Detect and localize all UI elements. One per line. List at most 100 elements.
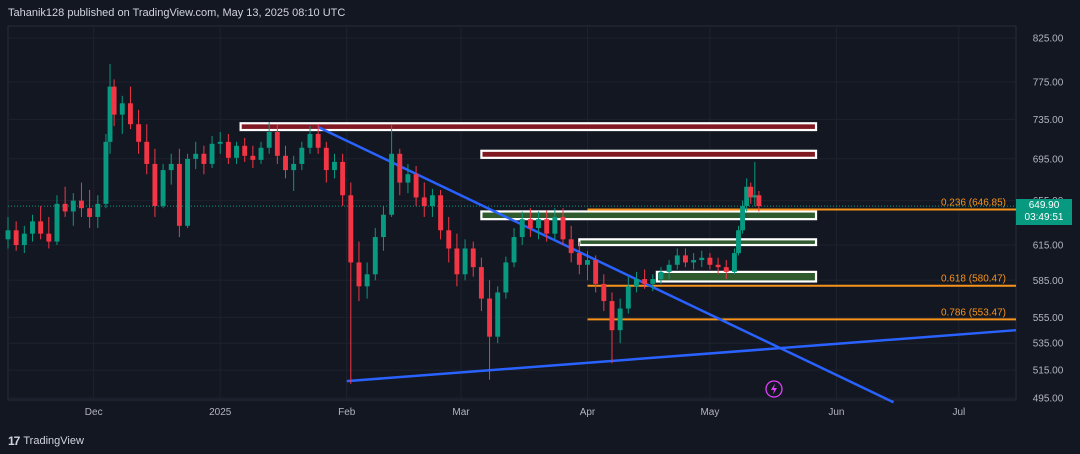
- candle-body: [209, 143, 215, 164]
- candle-body: [340, 161, 346, 196]
- x-tick-label: 2025: [209, 407, 232, 418]
- candle-body: [274, 131, 280, 156]
- y-tick-label: 775.00: [1033, 78, 1064, 89]
- candle-body: [38, 221, 44, 234]
- candle-body: [527, 219, 533, 229]
- candle-body: [601, 283, 607, 302]
- publish-line: Tahanik128 published on TradingView.com,…: [8, 7, 346, 19]
- candle-body: [470, 248, 476, 268]
- candle-body: [242, 145, 248, 156]
- candle-body: [397, 153, 403, 183]
- trendline-layer: [317, 125, 1017, 404]
- y-tick-label: 495.00: [1033, 394, 1064, 405]
- candle-body: [364, 274, 370, 287]
- candle-body: [356, 262, 362, 287]
- candle-body: [54, 203, 60, 242]
- candle-body: [617, 308, 623, 331]
- supply-zone: [480, 149, 818, 159]
- x-tick-label: Jun: [828, 407, 844, 418]
- candle-body: [258, 147, 264, 160]
- x-tick-label: May: [700, 407, 719, 418]
- candle-body: [315, 133, 321, 148]
- candle-body: [46, 233, 52, 242]
- candle-body: [176, 163, 182, 226]
- candle-body: [30, 221, 35, 234]
- candle-body: [201, 153, 207, 164]
- candle-body: [348, 195, 354, 263]
- y-tick-label: 825.00: [1033, 34, 1064, 45]
- demand-zone: [480, 210, 818, 221]
- demand-zone: [655, 270, 818, 283]
- candle-body: [119, 103, 125, 115]
- candle-body: [544, 219, 550, 234]
- candles-layer: [5, 64, 762, 384]
- candle-body: [323, 147, 329, 171]
- trendline: [346, 328, 1017, 383]
- candle-body: [462, 248, 468, 275]
- zones-layer: [239, 122, 818, 283]
- candle-body: [13, 230, 19, 246]
- candle-body: [503, 262, 509, 293]
- candle-body: [152, 163, 158, 207]
- candle-body: [487, 298, 493, 337]
- fib-layer: 0.236 (646.85) 0.618 (580.47) 0.786 (553.4…: [8, 197, 1016, 321]
- x-tick-label: Apr: [580, 407, 596, 418]
- candle-body: [707, 257, 713, 265]
- candle-body: [389, 153, 395, 215]
- candle-body: [79, 200, 84, 209]
- candle-body: [291, 163, 297, 171]
- fib-level-label: 0.786 (553.47): [941, 307, 1006, 318]
- candle-body: [682, 255, 688, 263]
- candle-body: [731, 253, 737, 272]
- candle-body: [568, 239, 574, 254]
- candle-body: [70, 200, 76, 212]
- y-tick-label: 535.00: [1033, 339, 1064, 350]
- x-tick-label: Mar: [452, 407, 470, 418]
- current-price: 649.90: [1028, 200, 1060, 212]
- candle-body: [658, 271, 664, 280]
- fib-level-label: 0.618 (580.47): [941, 274, 1006, 285]
- candle-body: [168, 163, 174, 171]
- candle-body: [413, 174, 419, 198]
- y-tick-label: 585.00: [1033, 276, 1064, 287]
- candle-body: [185, 158, 191, 226]
- candle-body: [715, 264, 721, 268]
- candle-body: [111, 86, 117, 115]
- alert-bolt-icon[interactable]: [765, 380, 783, 398]
- candle-body: [21, 233, 27, 246]
- candle-body: [266, 131, 272, 148]
- candle-body: [107, 86, 113, 142]
- candle-body: [429, 195, 435, 207]
- candle-body: [752, 195, 758, 198]
- candle-body: [454, 248, 460, 275]
- candle-body: [5, 230, 11, 240]
- candle-body: [127, 103, 133, 125]
- candle-body: [283, 155, 288, 171]
- candle-body: [144, 141, 150, 164]
- candle-body: [560, 216, 566, 240]
- candle-body: [650, 279, 656, 284]
- candle-body: [511, 237, 517, 263]
- candle-body: [95, 203, 101, 217]
- candle-body: [666, 264, 672, 272]
- candle-body: [103, 141, 109, 204]
- candle-body: [736, 230, 741, 254]
- x-tick-label: Feb: [338, 407, 356, 418]
- candle-body: [372, 237, 378, 275]
- tradingview-logo-icon: 17: [8, 434, 20, 448]
- candle-body: [405, 174, 411, 183]
- candle-body: [250, 155, 256, 160]
- axis-layer: 825.00775.00735.00695.00655.00615.00585.…: [85, 34, 1064, 419]
- candle-body: [193, 153, 199, 159]
- candle-body: [552, 216, 558, 234]
- candle-body: [691, 260, 697, 263]
- candle-body: [234, 145, 239, 158]
- candle-body: [723, 267, 729, 272]
- y-tick-label: 555.00: [1033, 313, 1064, 324]
- candle-body: [421, 197, 427, 207]
- publish-header: Tahanik128 published on TradingView.com,…: [0, 0, 1080, 26]
- candle-body: [585, 260, 590, 265]
- candle-body: [307, 133, 313, 148]
- candle-body: [740, 206, 746, 231]
